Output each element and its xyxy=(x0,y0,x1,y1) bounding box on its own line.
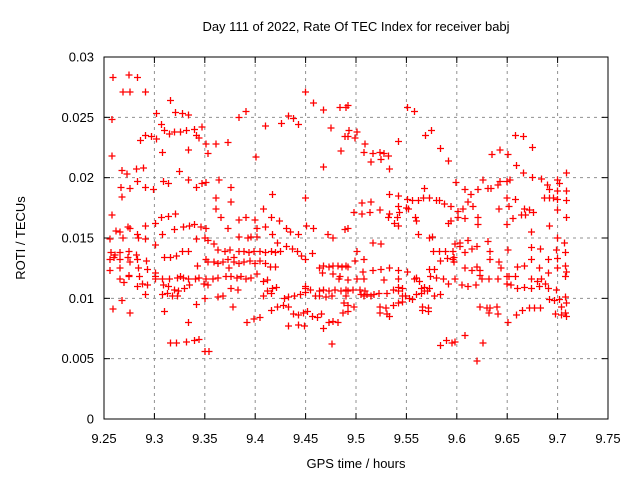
y-tick-label: 0.015 xyxy=(61,231,94,246)
x-tick-label: 9.25 xyxy=(91,431,116,446)
x-tick-label: 9.35 xyxy=(192,431,217,446)
y-tick-label: 0.02 xyxy=(69,170,94,185)
x-tick-label: 9.4 xyxy=(246,431,264,446)
chart-title: Day 111 of 2022, Rate Of TEC Index for r… xyxy=(202,19,509,34)
data-points xyxy=(106,71,570,365)
y-tick-label: 0.01 xyxy=(69,291,94,306)
x-tick-label: 9.7 xyxy=(549,431,567,446)
x-tick-label: 9.65 xyxy=(495,431,520,446)
x-tick-label: 9.55 xyxy=(394,431,419,446)
y-tick-label: 0.03 xyxy=(69,50,94,65)
y-tick-label: 0.005 xyxy=(61,351,94,366)
x-tick-label: 9.3 xyxy=(145,431,163,446)
plot-area: 9.25 9.3 9.35 9.4 9.45 9.5 9.55 9.6 9.65 9.7 9.75 0… xyxy=(61,50,620,447)
x-axis-label: GPS time / hours xyxy=(307,456,406,471)
x-tick-label: 9.75 xyxy=(595,431,620,446)
y-tick-label: 0.025 xyxy=(61,110,94,125)
y-tick-label: 0 xyxy=(87,412,94,427)
x-tick-label: 9.6 xyxy=(448,431,466,446)
x-tick-label: 9.5 xyxy=(347,431,365,446)
x-tick-label: 9.45 xyxy=(293,431,318,446)
y-axis-label: ROTI / TECUs xyxy=(13,196,28,280)
